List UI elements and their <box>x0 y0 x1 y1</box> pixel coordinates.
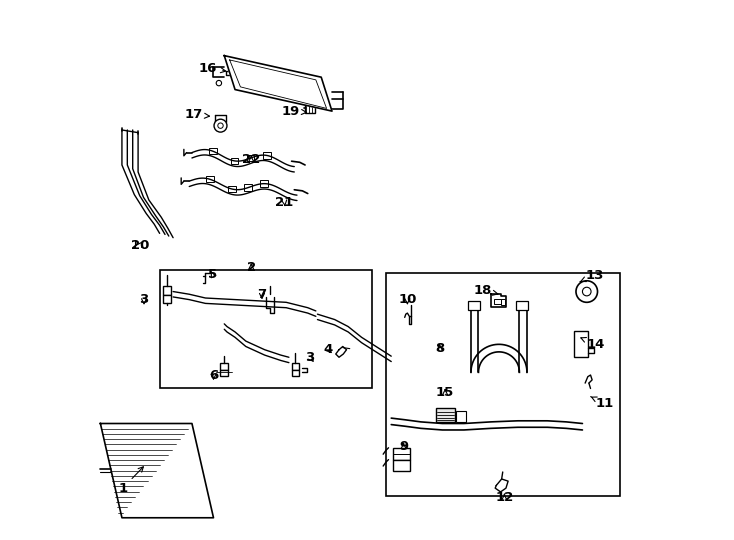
Circle shape <box>218 123 223 129</box>
Circle shape <box>583 287 591 296</box>
Bar <box>206 176 214 183</box>
Bar <box>386 273 620 496</box>
Bar <box>393 460 410 471</box>
Bar <box>436 408 455 422</box>
Bar <box>516 301 528 310</box>
Bar <box>230 158 239 164</box>
Bar <box>247 155 255 161</box>
Circle shape <box>576 281 597 302</box>
Text: 8: 8 <box>435 342 444 355</box>
Bar <box>164 295 171 303</box>
Bar <box>393 448 410 460</box>
Bar <box>305 104 315 113</box>
Text: 16: 16 <box>199 62 225 75</box>
Text: 4: 4 <box>324 343 333 356</box>
Polygon shape <box>101 423 214 518</box>
Text: 9: 9 <box>399 440 408 453</box>
Text: 3: 3 <box>139 293 149 306</box>
Text: 15: 15 <box>436 386 454 399</box>
Text: 19: 19 <box>281 105 306 118</box>
Polygon shape <box>225 56 332 111</box>
Bar <box>261 180 268 187</box>
Bar <box>291 363 299 370</box>
Circle shape <box>214 119 227 132</box>
Text: 5: 5 <box>208 268 217 281</box>
Bar <box>456 411 465 422</box>
Text: 21: 21 <box>275 196 294 209</box>
Text: 3: 3 <box>305 351 314 364</box>
Bar <box>159 270 372 388</box>
Text: 6: 6 <box>209 368 218 382</box>
Text: 14: 14 <box>581 338 605 351</box>
Text: 12: 12 <box>495 491 514 504</box>
Bar <box>494 299 501 305</box>
Text: 17: 17 <box>184 109 209 122</box>
Text: 11: 11 <box>591 396 614 410</box>
Bar <box>501 299 505 305</box>
Bar <box>220 370 228 376</box>
Bar <box>575 332 588 357</box>
Bar <box>468 301 479 310</box>
Bar <box>220 363 228 370</box>
Bar <box>244 185 252 191</box>
Bar <box>209 148 217 154</box>
Text: 18: 18 <box>473 284 498 297</box>
Text: 7: 7 <box>258 288 266 301</box>
Bar <box>228 186 236 192</box>
Text: 1: 1 <box>118 467 143 495</box>
Bar <box>263 152 271 159</box>
Text: 22: 22 <box>242 153 261 166</box>
Text: 2: 2 <box>247 261 255 274</box>
Text: 13: 13 <box>580 269 603 282</box>
Text: 10: 10 <box>399 293 417 306</box>
Bar <box>164 286 171 295</box>
Text: 20: 20 <box>131 239 149 252</box>
Bar <box>291 370 299 376</box>
